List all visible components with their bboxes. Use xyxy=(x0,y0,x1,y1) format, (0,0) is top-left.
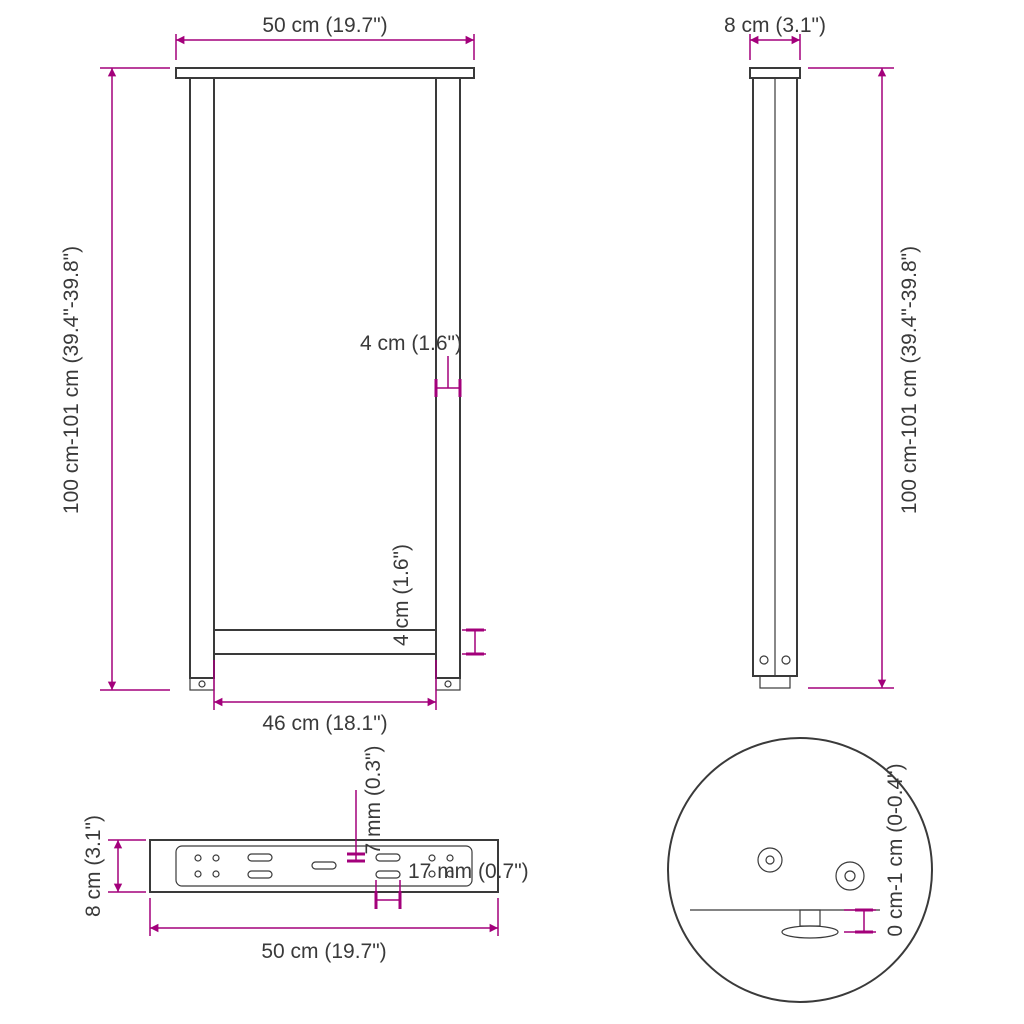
lbl-right-height: 100 cm-101 cm (39.4"-39.8") xyxy=(898,246,921,514)
lbl-inner-width: 46 cm (18.1") xyxy=(262,712,387,735)
dim-bar-4: 4 cm (1.6") xyxy=(390,544,486,654)
lbl-left-height: 100 cm-101 cm (39.4"-39.8") xyxy=(60,246,83,514)
lbl-side-depth: 8 cm (3.1") xyxy=(724,14,826,37)
dim-foot-range: 0 cm-1 cm (0-0.4") xyxy=(844,763,907,936)
dim-inner-width: 46 cm (18.1") xyxy=(214,660,436,735)
dim-bottom-width: 50 cm (19.7") xyxy=(150,898,498,963)
lbl-bar4: 4 cm (1.6") xyxy=(390,544,413,646)
lbl-top-width: 50 cm (19.7") xyxy=(262,14,387,37)
lbl-plate-h: 8 cm (3.1") xyxy=(82,815,105,917)
dim-top-width: 50 cm (19.7") xyxy=(176,14,474,60)
dim-plate-h: 8 cm (3.1") xyxy=(82,815,146,917)
dim-slot-7: 7 mm (0.3") xyxy=(356,746,385,861)
lbl-foot-range: 0 cm-1 cm (0-0.4") xyxy=(884,763,907,936)
dim-slot-17: 17 mm (0.7") xyxy=(376,860,529,906)
dim-tube-4-upper: 4 cm (1.6") xyxy=(360,332,462,388)
lbl-bottom-width: 50 cm (19.7") xyxy=(261,940,386,963)
front-view xyxy=(176,68,474,690)
side-view xyxy=(750,68,800,688)
lbl-slot7: 7 mm (0.3") xyxy=(362,746,385,855)
dim-right-height: 100 cm-101 cm (39.4"-39.8") xyxy=(808,68,921,688)
lbl-slot17: 17 mm (0.7") xyxy=(408,860,529,883)
lbl-tube4a: 4 cm (1.6") xyxy=(360,332,462,355)
dim-left-height: 100 cm-101 cm (39.4"-39.8") xyxy=(60,68,170,690)
dim-side-depth: 8 cm (3.1") xyxy=(724,14,826,60)
